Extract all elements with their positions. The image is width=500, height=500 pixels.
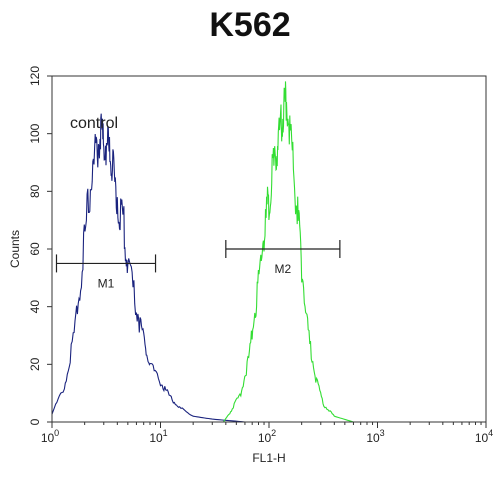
y-tick-label: 100 <box>28 123 42 143</box>
x-tick-label: 100 <box>41 428 59 445</box>
x-tick-label: 104 <box>475 428 493 445</box>
histogram-series <box>51 113 486 423</box>
y-tick-label: 60 <box>28 242 42 256</box>
y-axis-label: Counts <box>8 230 22 268</box>
histogram-series <box>52 81 486 423</box>
ticks-layer: 0 20 40 60 80 100 120 100 101 102 103 104 <box>28 66 493 445</box>
marker-label: M2 <box>275 262 292 276</box>
y-tick-label: 80 <box>28 184 42 198</box>
marker-label: M1 <box>98 276 115 290</box>
x-axis-label: FL1-H <box>252 451 285 465</box>
y-tick-label: 0 <box>28 418 42 425</box>
y-tick-label: 120 <box>28 66 42 86</box>
control-annotation: control <box>70 115 118 132</box>
chart-title: K562 <box>209 6 291 44</box>
x-tick-label: 103 <box>366 428 384 445</box>
series-layer <box>51 81 486 423</box>
y-tick-label: 20 <box>28 357 42 371</box>
x-tick-label: 101 <box>149 428 167 445</box>
plot-frame <box>51 75 487 423</box>
markers-layer: M1 M2 <box>55 240 341 290</box>
y-tick-label: 40 <box>28 300 42 314</box>
x-tick-label: 102 <box>258 428 276 445</box>
